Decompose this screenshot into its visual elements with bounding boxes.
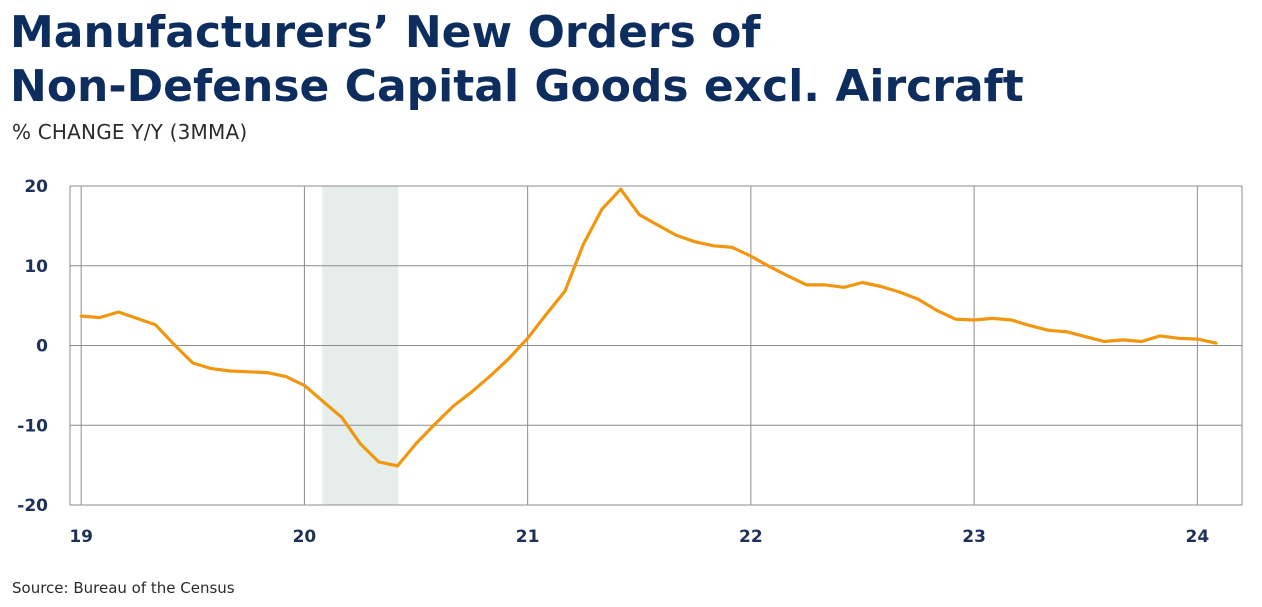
data-point <box>340 416 343 419</box>
data-point <box>619 187 622 191</box>
data-point <box>507 357 511 360</box>
data-point <box>173 343 176 346</box>
y-tick-label--20: -20 <box>17 496 48 516</box>
data-point <box>1047 329 1050 332</box>
data-point <box>693 240 697 244</box>
data-point <box>768 265 771 268</box>
data-point <box>377 460 380 464</box>
data-point <box>396 464 399 468</box>
data-point <box>935 309 939 312</box>
data-point <box>1214 341 1218 345</box>
data-point <box>1028 324 1032 327</box>
data-point <box>879 285 883 288</box>
chart-title-line-1: Manufacturers’ New Orders of <box>10 7 761 58</box>
chart-subtitle: % CHANGE Y/Y (3MMA) <box>12 120 248 144</box>
data-point <box>861 281 864 284</box>
data-point <box>917 298 920 301</box>
x-tick-label-22: 22 <box>739 527 763 547</box>
data-point <box>1066 330 1069 334</box>
data-point <box>1158 334 1162 338</box>
data-point <box>191 361 194 365</box>
chart-title: Manufacturers’ New Orders of Non-Defense… <box>10 6 1024 114</box>
data-point <box>303 384 306 387</box>
data-point <box>414 442 418 445</box>
data-point <box>284 375 288 378</box>
y-tick-label--10: -10 <box>17 416 48 436</box>
data-point <box>79 314 83 318</box>
data-point <box>675 234 678 237</box>
data-point <box>638 213 641 216</box>
data-point <box>731 246 734 249</box>
data-point <box>154 323 157 326</box>
data-point <box>805 283 808 287</box>
data-point <box>991 317 994 320</box>
data-point <box>656 223 659 227</box>
x-tick-label-20: 20 <box>293 527 317 547</box>
y-tick-label-20: 20 <box>24 177 48 197</box>
data-point <box>1121 338 1125 342</box>
x-tick-label-24: 24 <box>1186 527 1210 547</box>
data-point <box>1140 340 1143 343</box>
data-point <box>972 318 976 322</box>
x-tick-label-21: 21 <box>516 527 540 547</box>
series-line-0 <box>79 187 1218 468</box>
data-point <box>489 374 492 378</box>
data-point <box>898 290 901 294</box>
x-tick-label-23: 23 <box>962 527 986 547</box>
data-point <box>712 244 715 248</box>
x-tick-label-19: 19 <box>69 527 93 547</box>
data-point <box>265 371 269 374</box>
data-point <box>1177 337 1181 340</box>
data-point <box>582 243 585 246</box>
data-point <box>1084 335 1087 338</box>
data-point <box>954 317 957 321</box>
data-point <box>1196 337 1199 341</box>
data-point <box>117 310 120 314</box>
data-point <box>526 337 529 340</box>
data-point <box>135 317 139 320</box>
data-point <box>247 370 250 374</box>
data-point <box>842 286 846 289</box>
data-point <box>1010 318 1013 322</box>
data-point <box>824 283 827 287</box>
data-point <box>786 274 790 278</box>
y-tick-label-0: 0 <box>36 337 48 357</box>
data-point <box>563 290 567 293</box>
data-point <box>98 316 101 319</box>
data-point <box>600 207 604 211</box>
data-point <box>321 400 325 403</box>
data-point <box>452 404 455 408</box>
data-point <box>544 313 548 316</box>
data-point <box>433 423 436 426</box>
source-note: Source: Bureau of the Census <box>12 579 235 597</box>
data-point <box>359 442 362 445</box>
data-point <box>470 390 474 393</box>
data-point <box>1103 340 1106 343</box>
y-tick-label-10: 10 <box>24 257 48 277</box>
data-point <box>228 369 232 373</box>
data-point <box>210 367 213 370</box>
data-point <box>749 254 753 258</box>
chart-title-line-2: Non-Defense Capital Goods excl. Aircraft <box>10 61 1024 112</box>
